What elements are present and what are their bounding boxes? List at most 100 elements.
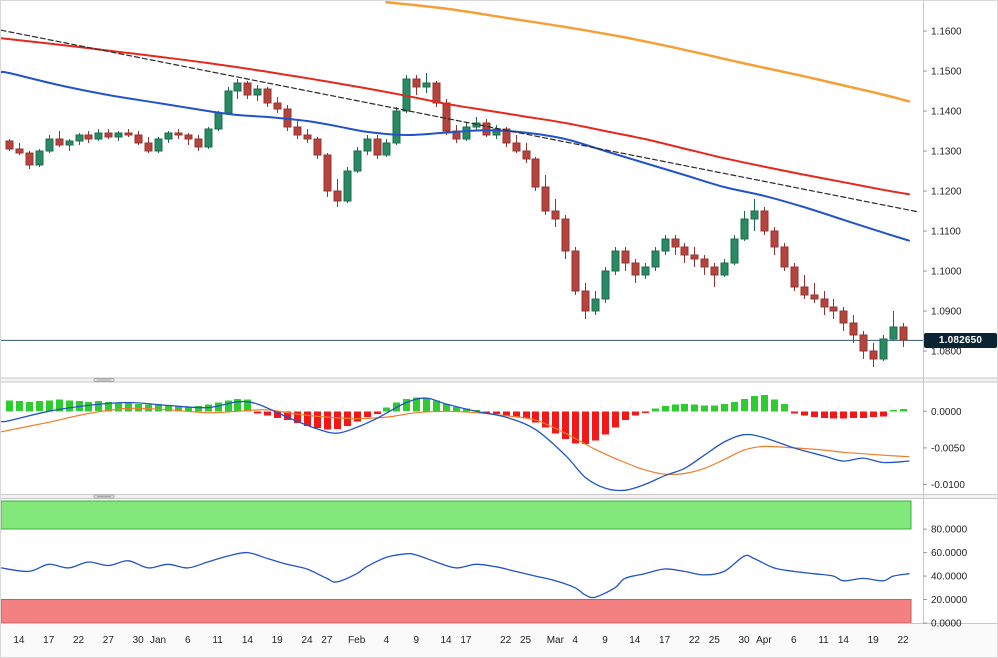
candle-down xyxy=(134,134,143,144)
macd-bar-negative xyxy=(304,411,311,426)
macd-bar-negative xyxy=(860,411,867,418)
candle-down xyxy=(323,154,332,192)
candle-down xyxy=(144,142,153,152)
date-label: 22 xyxy=(500,635,512,646)
candle-down xyxy=(194,138,203,148)
candle-down xyxy=(829,306,838,312)
macd-lines xyxy=(1,397,910,492)
date-label: 25 xyxy=(709,635,721,646)
oscillator-axis: 80.0000 60.0000 40.0000 20.0000 0.0000 xyxy=(923,525,968,630)
candle-down xyxy=(502,128,511,144)
candle-down xyxy=(313,138,322,156)
macd-tick-label: -0.0100 xyxy=(931,480,965,491)
macd-bar-positive xyxy=(751,395,758,412)
candle-up xyxy=(611,250,620,272)
candle-up xyxy=(591,298,600,312)
date-label: 17 xyxy=(460,635,472,646)
candle-down xyxy=(671,238,680,248)
macd-bar-negative xyxy=(274,411,281,418)
oversold-band xyxy=(1,599,912,624)
macd-bar-positive xyxy=(473,409,480,412)
macd-bar-negative xyxy=(870,411,877,418)
candle-down xyxy=(333,190,342,202)
candle-up xyxy=(750,210,759,220)
macd-bar-negative xyxy=(294,411,301,423)
candle-down xyxy=(104,132,113,138)
panel-separator xyxy=(1,494,997,499)
price-tick-label: 1.1100 xyxy=(931,227,961,238)
macd-bar-positive xyxy=(145,404,152,412)
price-tick-label: 1.0800 xyxy=(931,347,962,358)
date-label: 9 xyxy=(602,635,608,646)
macd-bar-positive xyxy=(95,401,102,412)
price-tick-label: 1.0900 xyxy=(931,307,962,318)
macd-bar-positive xyxy=(105,401,112,412)
macd-bar-positive xyxy=(672,404,679,412)
macd-bar-positive xyxy=(85,401,92,412)
candle-up xyxy=(204,128,213,148)
candle-down xyxy=(621,250,630,264)
macd-bar-negative xyxy=(821,411,828,418)
macd-bar-positive xyxy=(652,408,659,412)
oscillator-tick-label: 0.0000 xyxy=(931,619,962,630)
price-tick-label: 1.1000 xyxy=(931,267,962,278)
candle-up xyxy=(392,110,401,144)
macd-bar-positive xyxy=(225,400,232,412)
macd-bar-positive xyxy=(155,404,162,412)
ma-fast-blue-line xyxy=(1,70,910,242)
macd-bar-negative xyxy=(314,411,321,429)
candle-down xyxy=(15,148,24,154)
panel-separator xyxy=(1,378,997,382)
candle-up xyxy=(601,270,610,300)
candle-down xyxy=(561,218,570,252)
macd-bar-negative xyxy=(264,411,271,416)
candle-up xyxy=(94,132,103,140)
date-label: 19 xyxy=(272,635,284,646)
oscillator-tick-label: 40.0000 xyxy=(931,572,968,583)
date-label: 6 xyxy=(791,635,797,646)
candle-down xyxy=(293,126,302,136)
candle-down xyxy=(581,290,590,312)
macd-line xyxy=(1,397,910,492)
macd-bar-positive xyxy=(46,400,53,412)
macd-bar-negative xyxy=(602,411,609,435)
date-label: 4 xyxy=(384,635,390,646)
candle-up xyxy=(740,218,749,240)
candle-down xyxy=(273,102,282,110)
macd-bar-positive xyxy=(403,398,410,412)
date-label: Mar xyxy=(547,635,565,646)
candle-down xyxy=(432,82,441,104)
macd-bar-negative xyxy=(354,411,361,422)
macd-bar-positive xyxy=(244,399,251,412)
panel-separators xyxy=(1,1,997,624)
price-badge: 1.082650 xyxy=(924,333,997,348)
macd-bar-negative xyxy=(483,411,490,413)
macd-bar-negative xyxy=(542,411,549,428)
macd-bar-positive xyxy=(6,400,13,412)
candle-down xyxy=(263,88,272,104)
date-label: 19 xyxy=(868,635,880,646)
macd-bar-negative xyxy=(850,411,857,418)
oscillator-lines xyxy=(1,551,910,599)
macd-bar-negative xyxy=(612,411,619,428)
macd-bar-positive xyxy=(721,404,728,412)
macd-axis: 0.0000 -0.0050 -0.0100 xyxy=(923,407,965,491)
macd-bar-negative xyxy=(840,411,847,419)
ma-long-orange-line xyxy=(385,1,911,103)
date-label: 22 xyxy=(897,635,909,646)
candle-down xyxy=(869,350,878,360)
macd-signal-line xyxy=(1,407,910,476)
trendline-dashed xyxy=(1,29,919,213)
candle-down xyxy=(442,102,451,132)
macd-bar-positive xyxy=(681,404,688,412)
candle-up xyxy=(720,262,729,276)
candle-down xyxy=(770,230,779,248)
candle-down xyxy=(859,334,868,352)
date-label: 6 xyxy=(185,635,191,646)
macd-bar-positive xyxy=(731,401,738,412)
oscillator-bands xyxy=(1,500,912,624)
date-label: 14 xyxy=(629,635,641,646)
macd-bar-positive xyxy=(56,399,63,412)
